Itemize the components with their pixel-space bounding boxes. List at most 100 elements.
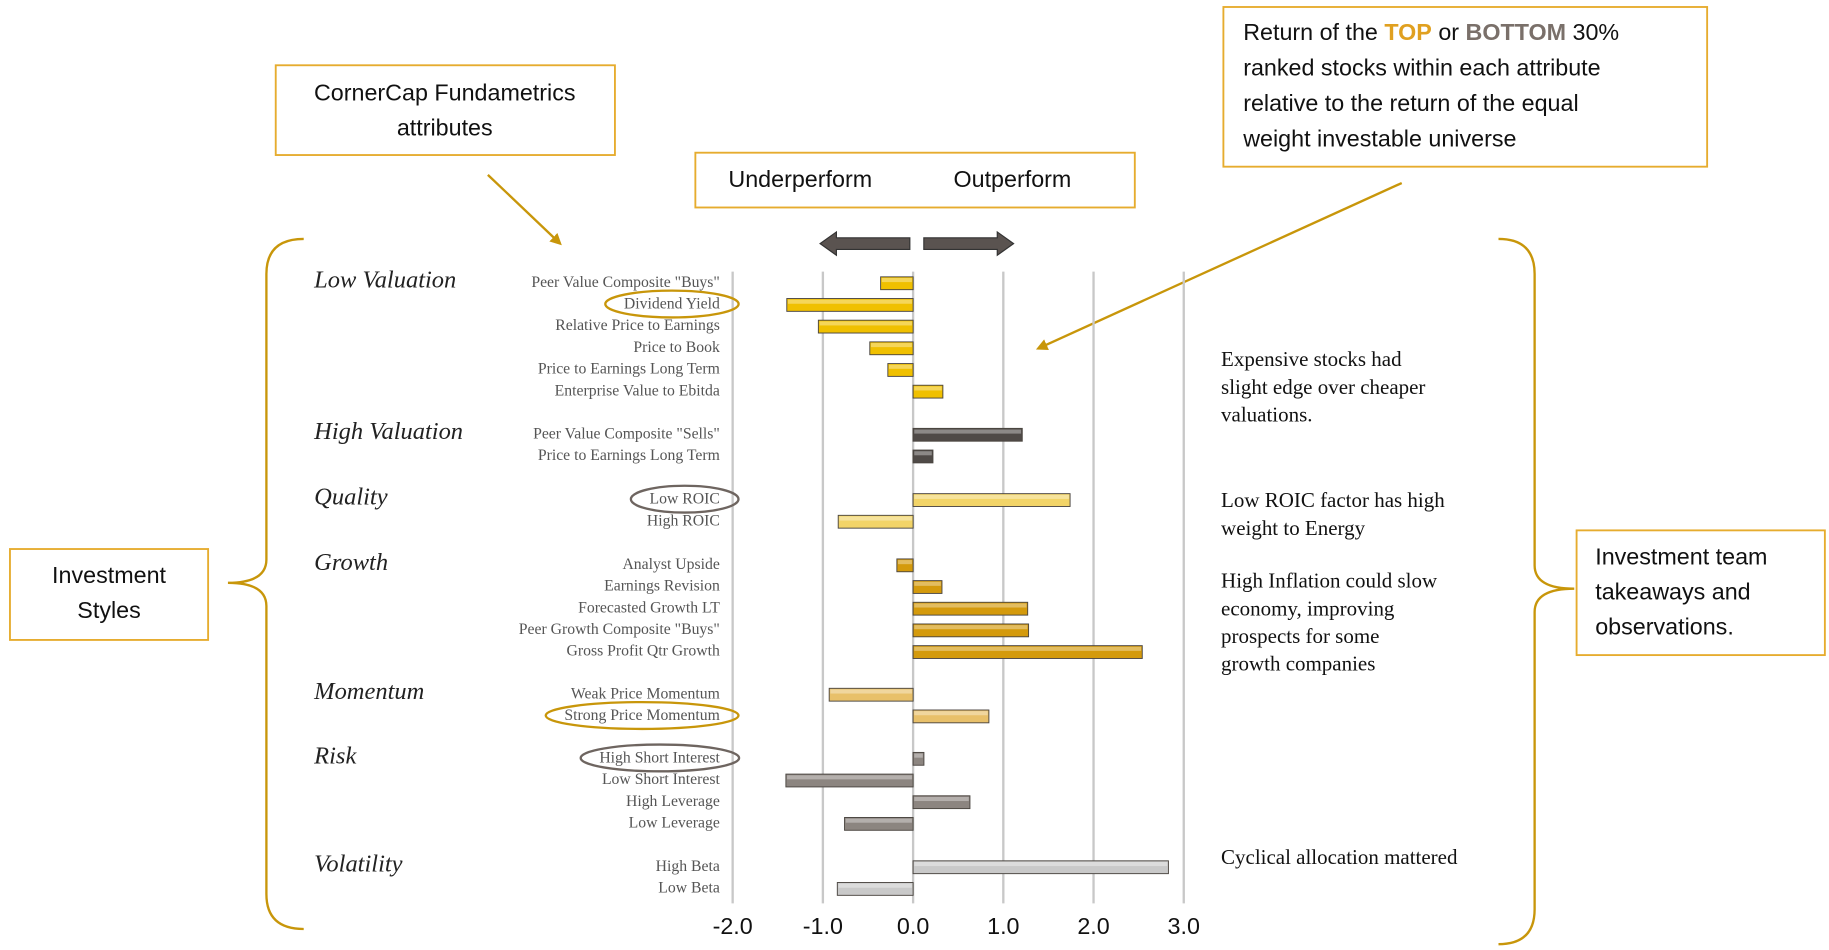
bar-shine: [914, 796, 969, 802]
category-label: Peer Value Composite "Buys": [531, 274, 720, 291]
bar: [912, 384, 944, 399]
bar: [912, 645, 1143, 659]
bar-shine: [914, 429, 1022, 434]
left-arrow: [819, 230, 911, 257]
category-label: High Beta: [656, 858, 720, 875]
category-label: Low ROIC: [650, 491, 720, 508]
bar: [828, 687, 914, 702]
category-label: Price to Earnings Long Term: [538, 361, 720, 378]
category-label: Price to Book: [633, 339, 720, 356]
observation-text: Expensive stocks had: [1221, 347, 1402, 371]
category-label: Analyst Upside: [622, 556, 719, 573]
label-highlight: [604, 289, 740, 319]
observation-text: weight to Energy: [1221, 516, 1366, 540]
bar-shine: [830, 689, 912, 694]
group-label: Growth: [314, 549, 388, 576]
bar-shine: [914, 753, 923, 758]
return-box: [1222, 6, 1709, 168]
bar-shine: [914, 494, 1069, 499]
category-label: High ROIC: [647, 512, 720, 529]
return-text-part: Return of the: [1243, 19, 1384, 45]
observation-text: valuations.: [1221, 402, 1312, 426]
category-label: Low Beta: [658, 880, 720, 897]
bar: [912, 427, 1023, 442]
underperform-label: Underperform: [728, 166, 872, 192]
bar-shine: [914, 646, 1142, 651]
observation-text: Cyclical allocation mattered: [1221, 845, 1458, 869]
x-tick-label: 3.0: [1168, 913, 1200, 939]
bar: [912, 623, 1030, 638]
bar-shine: [870, 343, 912, 348]
category-label: Dividend Yield: [624, 296, 720, 313]
category-label: High Leverage: [626, 793, 720, 810]
bar: [912, 751, 925, 766]
takeaways-text: observations.: [1595, 613, 1734, 639]
observation-text: High Inflation could slow: [1221, 569, 1438, 593]
bar-shine: [914, 451, 932, 456]
x-tick-label: 1.0: [987, 913, 1019, 939]
category-label: Relative Price to Earnings: [555, 317, 720, 334]
bar: [912, 795, 971, 810]
direction-box: [694, 151, 1136, 209]
attributes-text: CornerCap Fundametrics: [314, 80, 576, 106]
bar: [844, 816, 914, 831]
styles-text: Styles: [77, 597, 140, 623]
group-label: Volatility: [314, 851, 402, 878]
x-tick-label: 2.0: [1077, 913, 1109, 939]
group-label: Risk: [313, 742, 357, 769]
bar-shine: [838, 883, 912, 888]
observation-text: prospects for some: [1221, 624, 1379, 648]
outperform-label: Outperform: [954, 166, 1072, 192]
observation-text: economy, improving: [1221, 596, 1395, 620]
category-label: Strong Price Momentum: [564, 707, 719, 724]
return-text-part: or: [1432, 19, 1466, 45]
category-label: Peer Growth Composite "Buys": [519, 621, 720, 638]
return-text-part: relative to the return of the equal: [1243, 90, 1578, 116]
bar: [837, 514, 914, 529]
attributes-box: [274, 64, 616, 156]
right-arrow: [923, 230, 1015, 257]
category-label: Price to Earnings Long Term: [538, 447, 720, 464]
group-label: Momentum: [313, 678, 424, 705]
group-label: High Valuation: [313, 418, 463, 445]
return-text: weight investable universe: [1242, 126, 1516, 152]
pointer-arrow: [487, 174, 562, 246]
observation-text: growth companies: [1221, 652, 1375, 676]
label-highlight: [579, 743, 741, 773]
bar-shine: [914, 625, 1028, 630]
bar: [912, 601, 1029, 616]
group-label: Low Valuation: [313, 267, 456, 294]
return-text: relative to the return of the equal: [1243, 90, 1578, 116]
bar-shine: [914, 711, 988, 716]
category-label: Gross Profit Qtr Growth: [567, 643, 720, 660]
x-tick-label: -2.0: [713, 913, 753, 939]
bar-shine: [881, 278, 912, 283]
takeaways-text: Investment team: [1595, 543, 1767, 569]
group-label: Quality: [314, 484, 388, 511]
bar: [869, 341, 914, 356]
bar-shine: [914, 861, 1168, 867]
observation-text: slight edge over cheaper: [1221, 375, 1425, 399]
bar: [786, 298, 914, 312]
category-label: High Short Interest: [599, 749, 720, 766]
left-bracket: [227, 237, 304, 931]
return-text: Return of the TOP or BOTTOM 30%: [1243, 19, 1619, 45]
bar: [887, 363, 914, 377]
bar: [912, 493, 1071, 507]
styles-box: [9, 548, 210, 641]
category-label: Earnings Revision: [604, 578, 720, 595]
bar-shine: [889, 364, 912, 369]
category-label: Enterprise Value to Ebitda: [555, 382, 720, 399]
takeaways-box: [1575, 529, 1826, 657]
bar-shine: [819, 321, 912, 326]
takeaways-text: takeaways and: [1595, 578, 1750, 604]
return-text-part: ranked stocks within each attribute: [1243, 55, 1600, 81]
label-highlight: [544, 700, 740, 731]
return-text-part: TOP: [1384, 19, 1431, 45]
bar: [912, 860, 1169, 875]
bar: [817, 319, 914, 334]
category-label: Forecasted Growth LT: [578, 599, 720, 616]
category-label: Low Short Interest: [602, 771, 721, 788]
bar-shine: [787, 775, 912, 780]
bar-shine: [787, 299, 912, 304]
